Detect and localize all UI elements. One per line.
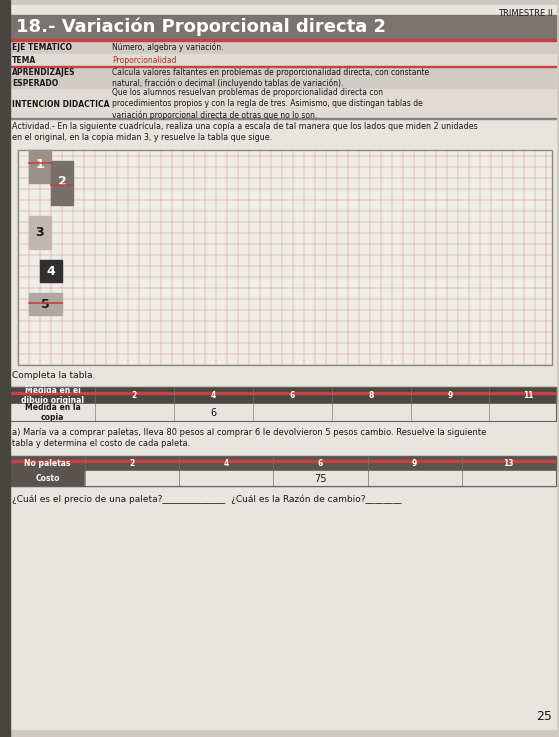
- Text: 6: 6: [210, 408, 216, 417]
- Bar: [10, 387, 556, 421]
- Text: Medida en la
copia: Medida en la copia: [25, 403, 80, 422]
- Text: 2: 2: [130, 459, 135, 468]
- Bar: [10, 66, 556, 67]
- Bar: [10, 39, 556, 41]
- Text: 2: 2: [132, 391, 137, 400]
- Text: 3: 3: [36, 226, 44, 239]
- Text: 25: 25: [536, 710, 552, 723]
- Text: Número, algebra y variación.: Número, algebra y variación.: [112, 43, 224, 52]
- Text: 2: 2: [58, 175, 67, 187]
- Text: 8: 8: [369, 391, 374, 400]
- Text: 75: 75: [314, 473, 327, 483]
- Bar: [18, 150, 552, 365]
- Text: ¿Cuál es el precio de una paleta?______________  ¿Cuál es la Razón de cambio?___: ¿Cuál es el precio de una paleta?_______…: [12, 494, 401, 503]
- Text: 4: 4: [46, 265, 55, 278]
- Bar: [29, 216, 51, 249]
- Text: Actividad.- En la siguiente cuadrícula, realiza una copía a escala de tal manera: Actividad.- En la siguiente cuadrícula, …: [12, 122, 478, 142]
- Bar: [85, 471, 556, 486]
- Text: a) María va a comprar paletas, lleva 80 pesos al comprar 6 le devolvieron 5 peso: a) María va a comprar paletas, lleva 80 …: [12, 428, 486, 448]
- Bar: [10, 456, 556, 471]
- Text: 13: 13: [504, 459, 514, 468]
- Text: Que los alumnos resuelvan problemas de proporcionalidad directa con
procedimient: Que los alumnos resuelvan problemas de p…: [112, 88, 423, 120]
- Text: Calcula valores faltantes en problemas de proporcionalidad directa, con constant: Calcula valores faltantes en problemas d…: [112, 68, 429, 88]
- Text: 4: 4: [211, 391, 216, 400]
- Bar: [10, 15, 556, 39]
- Bar: [10, 456, 556, 486]
- Bar: [10, 67, 556, 89]
- Text: 4: 4: [224, 459, 229, 468]
- Text: TRIMESTRE II: TRIMESTRE II: [498, 9, 553, 18]
- Bar: [0, 0, 10, 737]
- Bar: [10, 41, 556, 54]
- Text: TEMA: TEMA: [12, 56, 36, 65]
- Text: 18.- Variación Proporcional directa 2: 18.- Variación Proporcional directa 2: [16, 18, 386, 36]
- Bar: [10, 404, 556, 421]
- Text: APRENDIZAJES
ESPERADO: APRENDIZAJES ESPERADO: [12, 69, 75, 88]
- Text: 5: 5: [41, 298, 50, 310]
- Bar: [29, 293, 62, 315]
- Text: Costo: Costo: [35, 474, 60, 483]
- Bar: [10, 392, 556, 394]
- Bar: [10, 460, 556, 462]
- Text: Proporcionalidad: Proporcionalidad: [112, 56, 177, 65]
- Bar: [29, 150, 51, 183]
- Text: INTENCION DIDACTICA: INTENCION DIDACTICA: [12, 99, 110, 108]
- Text: Medida en el
dibujo original: Medida en el dibujo original: [21, 386, 84, 405]
- Bar: [10, 89, 556, 119]
- Text: 1: 1: [36, 158, 44, 171]
- Text: 6: 6: [318, 459, 323, 468]
- Bar: [10, 471, 556, 486]
- Bar: [40, 260, 62, 282]
- Text: EJE TEMATICO: EJE TEMATICO: [12, 43, 72, 52]
- Text: No paletas: No paletas: [24, 459, 71, 468]
- Bar: [18, 150, 552, 365]
- Bar: [10, 54, 556, 67]
- Text: 11: 11: [523, 391, 533, 400]
- Text: 6: 6: [290, 391, 295, 400]
- Text: Completa la tabla.: Completa la tabla.: [12, 371, 96, 380]
- Bar: [10, 387, 556, 404]
- Bar: [51, 161, 73, 205]
- Text: 9: 9: [447, 391, 453, 400]
- Text: 9: 9: [412, 459, 418, 468]
- Bar: [10, 118, 556, 119]
